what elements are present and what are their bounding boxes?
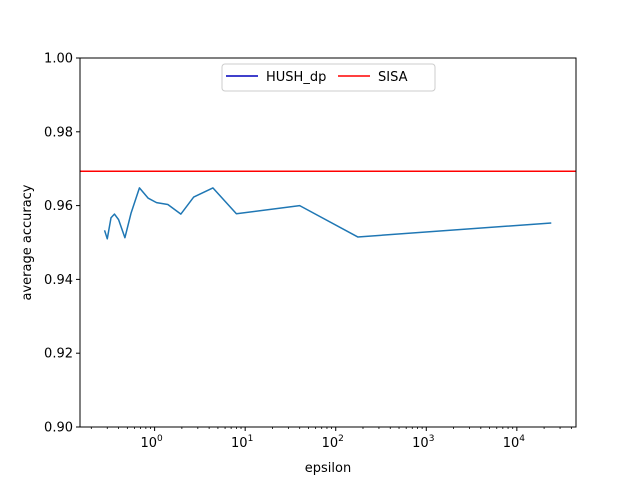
y-axis-label: average accuracy [20,184,35,300]
legend-label-hush-dp: HUSH_dp [266,70,326,85]
legend: HUSH_dp SISA [222,64,435,91]
x-tick-exponent: 1 [248,434,254,444]
x-tick-exponent: 3 [429,434,435,444]
plot-area [80,58,576,427]
x-tick-exponent: 0 [157,434,163,444]
y-tick-label: 0.90 [44,421,73,436]
x-tick-exponent: 2 [338,434,344,444]
y-tick-label: 0.96 [44,199,73,214]
y-tick-label: 0.92 [44,347,73,362]
y-tick-label: 0.94 [44,273,73,288]
legend-label-sisa: SISA [378,70,408,85]
x-axis-label: epsilon [305,461,351,476]
y-tick-label: 1.00 [44,52,73,67]
x-tick-exponent: 4 [519,434,525,444]
y-tick-label: 0.98 [44,125,73,140]
